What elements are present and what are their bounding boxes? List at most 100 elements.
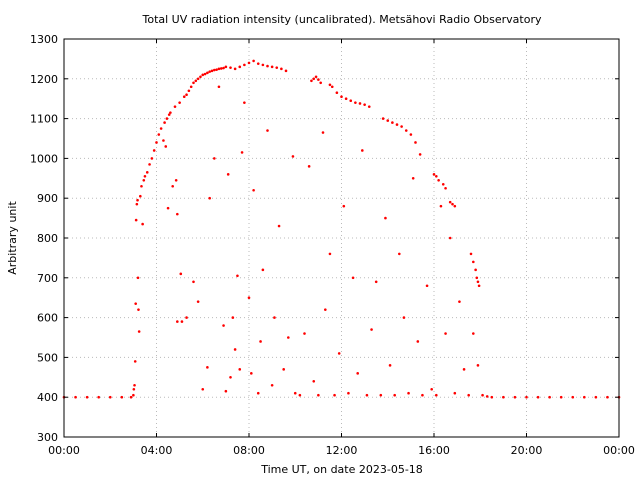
data-point (282, 368, 285, 371)
data-point (307, 165, 311, 168)
data-point (192, 280, 195, 284)
data-point (418, 153, 422, 156)
data-point (467, 393, 470, 397)
data-point (347, 391, 350, 395)
data-point (148, 163, 151, 166)
data-point (333, 393, 336, 397)
data-point (472, 260, 475, 264)
data-point (409, 133, 413, 136)
data-point (411, 177, 415, 180)
data-point (85, 395, 89, 399)
x-tick-label: 04:00 (141, 444, 173, 457)
data-point (458, 300, 461, 303)
data-point (444, 332, 447, 335)
data-point (180, 320, 184, 323)
data-point (169, 111, 172, 114)
data-point (217, 67, 221, 71)
data-point (335, 91, 339, 95)
data-point (210, 69, 214, 73)
data-point (273, 316, 276, 319)
data-point (238, 65, 242, 69)
data-point (176, 212, 179, 216)
data-point (432, 173, 436, 176)
data-point (407, 391, 410, 395)
data-point (474, 268, 477, 272)
data-point (298, 393, 302, 397)
data-point (349, 99, 353, 102)
data-point (453, 391, 457, 395)
y-tick-label: 900 (37, 192, 58, 205)
data-point (280, 67, 283, 71)
data-point (182, 95, 186, 99)
data-point (222, 324, 225, 327)
data-point (330, 85, 334, 89)
data-point (217, 85, 221, 89)
data-point (525, 395, 528, 399)
data-point (303, 332, 306, 335)
data-point (133, 383, 136, 387)
y-tick-label: 700 (37, 272, 58, 285)
data-point (395, 123, 399, 126)
data-point (314, 75, 318, 79)
data-point (425, 284, 429, 288)
data-point (150, 157, 154, 160)
data-point (536, 395, 540, 399)
data-point (137, 308, 140, 311)
data-point (451, 202, 454, 206)
data-point (270, 383, 274, 387)
x-tick-label: 00:00 (603, 444, 635, 457)
data-point (266, 64, 269, 68)
data-point (139, 194, 142, 198)
data-point (548, 395, 551, 399)
y-tick-label: 600 (37, 312, 58, 325)
data-point (159, 127, 163, 130)
x-axis-label: Time UT, on date 2023-05-18 (260, 463, 423, 476)
data-points (62, 59, 621, 399)
y-axis-ticks: 300 400 500 600 700 800 900 1000 1100 1200 1300 (30, 33, 619, 444)
data-point (178, 101, 181, 104)
data-point (261, 268, 265, 272)
data-point (247, 296, 251, 300)
data-point (238, 368, 242, 371)
data-point (136, 198, 139, 202)
data-point (317, 78, 320, 81)
data-point (185, 93, 188, 97)
data-point (319, 81, 322, 85)
data-point (108, 395, 112, 399)
data-point (312, 77, 316, 81)
y-tick-label: 1300 (30, 33, 58, 46)
y-tick-label: 1200 (30, 73, 58, 86)
data-point (132, 387, 136, 391)
data-point (224, 65, 228, 69)
data-point (261, 63, 265, 67)
data-point (328, 83, 332, 87)
data-point (137, 330, 141, 333)
data-point (363, 103, 366, 106)
data-point (215, 68, 218, 71)
chart-title: Total UV radiation intensity (uncalibrat… (142, 13, 542, 26)
data-point (388, 364, 392, 367)
data-point (381, 117, 385, 120)
data-point (284, 69, 288, 73)
data-point (252, 188, 255, 192)
data-point (384, 216, 387, 220)
data-point (132, 393, 135, 397)
data-point (469, 252, 473, 256)
data-point (173, 105, 177, 108)
data-point (435, 393, 438, 397)
data-point (224, 389, 228, 393)
data-point (472, 332, 475, 335)
data-point (196, 300, 200, 303)
data-point (270, 65, 274, 69)
data-point (404, 129, 408, 132)
data-point (400, 125, 403, 128)
data-point (74, 395, 77, 399)
data-point (208, 70, 211, 73)
data-point (337, 352, 341, 355)
data-point (277, 224, 281, 228)
data-point (243, 63, 246, 67)
data-point (226, 173, 230, 176)
data-point (233, 348, 237, 351)
data-point (231, 316, 235, 319)
data-point (365, 393, 369, 397)
